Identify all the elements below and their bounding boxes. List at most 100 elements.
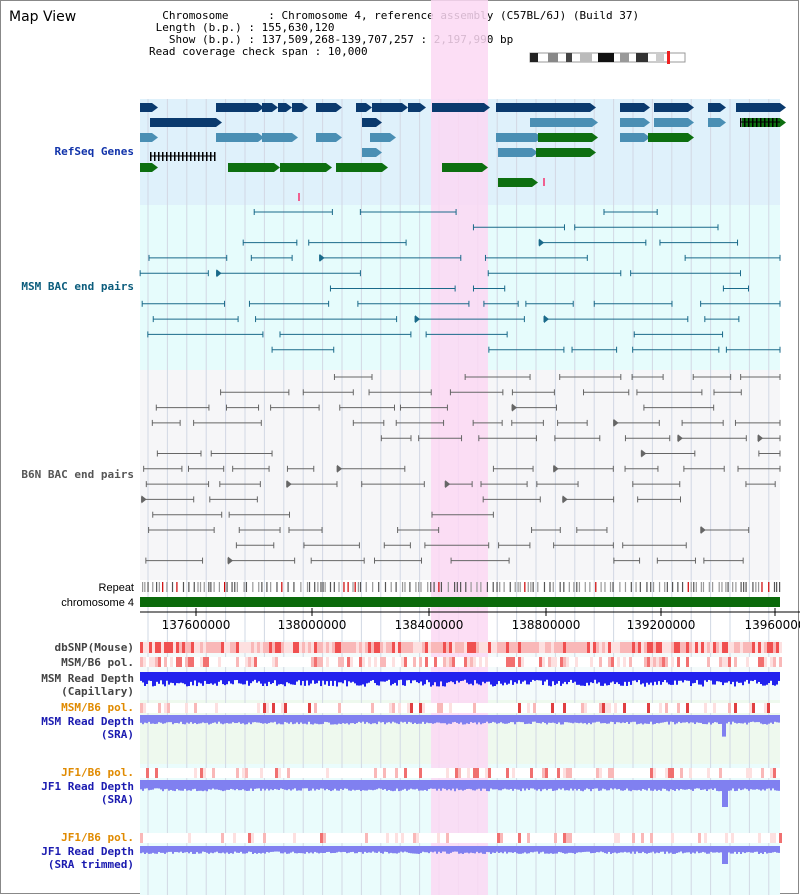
- depth-bar: [246, 715, 248, 725]
- depth-bar: [308, 672, 310, 686]
- depth-bar: [300, 846, 302, 854]
- snp-strip-cell: [152, 703, 155, 713]
- snp-strip-cell: [728, 703, 731, 713]
- gene-arrow: [482, 163, 488, 172]
- depth-bar: [744, 846, 746, 854]
- snp-strip-cell: [185, 657, 188, 667]
- gene-arrow: [326, 163, 332, 172]
- depth-bar: [746, 715, 748, 725]
- depth-bar: [492, 846, 494, 853]
- depth-bar: [206, 672, 208, 684]
- depth-bar: [454, 846, 456, 852]
- snp-strip-cell: [638, 833, 641, 843]
- depth-bar: [164, 715, 166, 724]
- depth-bar: [502, 780, 504, 790]
- depth-bar: [506, 672, 508, 685]
- snp-strip-cell: [146, 703, 149, 713]
- snp-strip-cell: [455, 642, 458, 653]
- depth-bar: [666, 846, 668, 852]
- depth-bar: [182, 846, 184, 854]
- snp-strip-cell: [599, 833, 602, 843]
- snp-strip-cell: [629, 703, 632, 713]
- depth-bar: [666, 672, 668, 683]
- depth-bar: [756, 715, 758, 723]
- snp-strip-cell: [527, 657, 530, 667]
- snp-strip-cell: [212, 642, 215, 653]
- snp-strip-cell: [602, 657, 605, 667]
- depth-bar: [234, 846, 236, 852]
- depth-bar: [438, 780, 440, 789]
- depth-bar: [768, 672, 770, 684]
- depth-bar: [650, 780, 652, 791]
- snp-strip-cell: [428, 703, 431, 713]
- snp-strip-cell: [764, 657, 767, 667]
- snp-strip-cell: [683, 833, 686, 843]
- depth-bar: [232, 672, 234, 685]
- depth-bar: [436, 780, 438, 791]
- depth-bar: [202, 715, 204, 723]
- depth-bar: [732, 846, 734, 854]
- snp-strip-cell: [662, 657, 665, 667]
- repeat-mark: [761, 582, 763, 592]
- snp-strip-cell: [581, 703, 584, 713]
- depth-bar: [200, 715, 202, 724]
- snp-strip-cell: [626, 703, 629, 713]
- repeat-mark: [600, 582, 602, 592]
- depth-bar: [770, 715, 772, 723]
- snp-strip-cell: [758, 768, 761, 778]
- snp-strip-cell: [593, 657, 596, 667]
- snp-strip-cell: [437, 768, 440, 778]
- snp-strip-cell: [461, 657, 464, 667]
- depth-bar: [274, 780, 276, 789]
- snp-strip-cell: [446, 768, 449, 778]
- snp-strip-cell: [344, 657, 347, 667]
- depth-bar: [342, 715, 344, 724]
- gene-feature: [372, 103, 402, 112]
- depth-bar: [290, 715, 292, 723]
- depth-bar: [254, 780, 256, 789]
- depth-bar: [580, 846, 582, 853]
- snp-strip-cell: [476, 642, 479, 653]
- depth-bar: [404, 672, 406, 686]
- snp-strip-cell: [461, 833, 464, 843]
- depth-bar: [294, 846, 296, 854]
- snp-strip-cell: [689, 833, 692, 843]
- jf1-b6-pol-2-label: JF1/B6 pol.: [61, 831, 134, 844]
- gene-feature: [530, 118, 592, 127]
- repeat-mark: [329, 582, 332, 592]
- snp-strip-cell: [494, 703, 497, 713]
- depth-bar: [266, 780, 268, 789]
- repeat-mark: [352, 582, 354, 592]
- depth-bar: [546, 846, 548, 854]
- snp-strip-cell: [329, 833, 332, 843]
- gene-feature: [442, 163, 482, 172]
- snp-strip-cell: [191, 703, 194, 713]
- depth-bar: [540, 846, 542, 853]
- depth-bar: [334, 780, 336, 789]
- snp-strip-cell: [362, 768, 365, 778]
- gene-arrow: [688, 103, 694, 112]
- snp-strip-cell: [569, 642, 572, 653]
- repeat-mark: [144, 582, 146, 592]
- repeat-mark: [537, 582, 539, 592]
- snp-strip-cell: [680, 703, 683, 713]
- depth-bar: [578, 672, 580, 685]
- snp-strip-cell: [701, 768, 704, 778]
- depth-bar: [334, 672, 336, 681]
- snp-strip-cell: [746, 642, 749, 653]
- snp-strip-cell: [671, 703, 674, 713]
- snp-strip-cell: [524, 657, 527, 667]
- depth-bar: [658, 780, 660, 790]
- repeat-mark: [646, 582, 648, 592]
- depth-bar: [738, 780, 740, 789]
- depth-bar: [586, 672, 588, 683]
- depth-bar: [408, 846, 410, 853]
- snp-strip-cell: [143, 833, 146, 843]
- depth-bar: [442, 672, 444, 687]
- snp-strip-cell: [149, 833, 152, 843]
- depth-bar: [264, 715, 266, 724]
- snp-strip-cell: [308, 657, 311, 667]
- depth-bar: [752, 780, 754, 790]
